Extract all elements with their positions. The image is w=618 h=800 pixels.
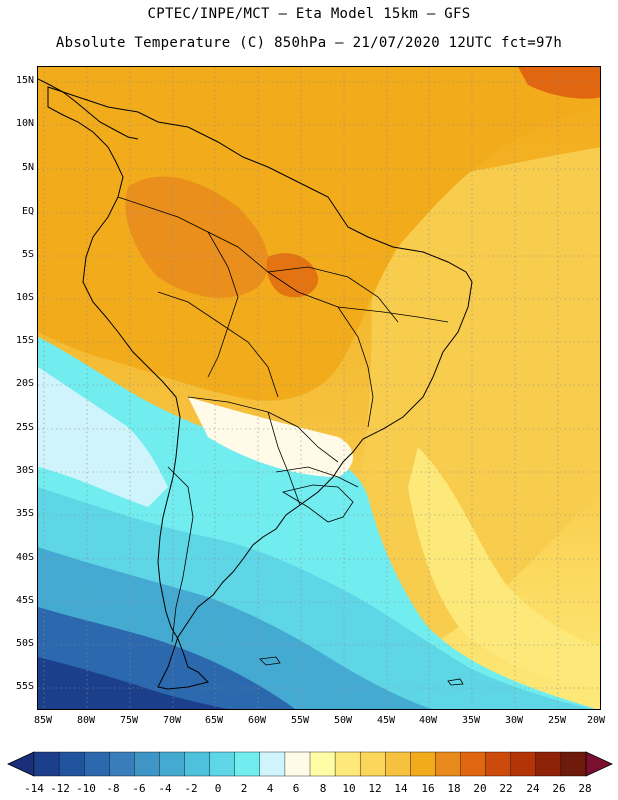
lat-label: 40S (15, 552, 34, 563)
hot-patch-amazon (125, 176, 269, 298)
color-scale-cell (410, 751, 436, 777)
lat-label: 10N (15, 118, 34, 129)
lon-label: 40W (418, 715, 438, 726)
color-scale-label: 20 (473, 782, 487, 795)
color-scale-cell (33, 751, 60, 777)
color-scale-cell (134, 751, 160, 777)
color-scale-label: 4 (266, 782, 274, 795)
color-scale-cell (109, 751, 135, 777)
lat-label: 25S (15, 422, 34, 433)
cream-region (188, 397, 353, 477)
lat-label: 10S (15, 292, 34, 303)
color-scale-label: 10 (342, 782, 356, 795)
lat-label: 5S (21, 249, 34, 260)
color-scale-label: -14 (24, 782, 44, 795)
temperature-map (37, 66, 601, 710)
color-scale-cells (33, 751, 587, 777)
color-scale-label: 14 (394, 782, 408, 795)
pale-band-east (408, 447, 600, 687)
color-scale-label: 22 (499, 782, 513, 795)
color-scale-label: 0 (214, 782, 222, 795)
color-scale-label: 26 (552, 782, 566, 795)
lon-label: 25W (547, 715, 567, 726)
color-scale-cell (259, 751, 286, 777)
lon-label: 45W (376, 715, 396, 726)
color-scale-label: -8 (106, 782, 120, 795)
lon-label: 60W (247, 715, 267, 726)
color-scale-label: 12 (368, 782, 382, 795)
color-scale-cell (535, 751, 562, 777)
color-scale-cell (309, 751, 336, 777)
color-scale-cell (159, 751, 186, 777)
lat-label: 35S (15, 508, 34, 519)
country-borders (117, 196, 449, 643)
color-scale-cell (510, 751, 537, 777)
color-scale-label: 2 (240, 782, 248, 795)
lon-label: 20W (586, 715, 606, 726)
lat-label: 15N (15, 75, 34, 86)
orange-continent (38, 67, 600, 401)
color-scale-label: -10 (76, 782, 96, 795)
color-scale-cell (58, 751, 85, 777)
map-canvas (38, 67, 600, 709)
lon-label: 65W (204, 715, 224, 726)
lat-label: 5N (21, 162, 34, 173)
color-scale-cell (460, 751, 487, 777)
color-scale-label: -4 (158, 782, 172, 795)
color-scale-cell (334, 751, 361, 777)
color-scale-cell (284, 751, 311, 777)
lon-label: 75W (119, 715, 139, 726)
south-america-coastline (47, 86, 473, 690)
south-georgia (447, 678, 464, 686)
color-scale-label: 28 (578, 782, 592, 795)
lat-label: 45S (15, 595, 34, 606)
central-america-coastline (38, 78, 139, 140)
color-scale-label: -12 (50, 782, 70, 795)
color-scale-cell (435, 751, 462, 777)
lat-label: EQ (21, 206, 34, 217)
lon-label: 70W (162, 715, 182, 726)
lat-label: 15S (15, 335, 34, 346)
color-scale-label: 18 (447, 782, 461, 795)
color-scale-label: 8 (319, 782, 327, 795)
color-scale-label: -6 (132, 782, 146, 795)
color-scale-cell (560, 751, 587, 777)
lon-label: 50W (333, 715, 353, 726)
lon-label: 35W (461, 715, 481, 726)
color-scale-cell (234, 751, 261, 777)
title-line-2: Absolute Temperature (C) 850hPa – 21/07/… (55, 35, 563, 51)
hot-patch-central (266, 253, 319, 298)
color-scale-cell (485, 751, 512, 777)
lat-lon-grid (38, 67, 600, 709)
lat-label: 20S (15, 378, 34, 389)
falkland-islands (259, 656, 281, 666)
color-scale-cell (359, 751, 386, 777)
lon-label: 80W (76, 715, 96, 726)
color-scale-label: 6 (292, 782, 300, 795)
lat-label: 50S (15, 638, 34, 649)
yellow-band-east (338, 147, 600, 697)
color-scale-bar (7, 751, 613, 777)
lon-label: 30W (504, 715, 524, 726)
color-scale-label: -2 (184, 782, 198, 795)
color-scale-cell (209, 751, 236, 777)
color-scale-min-arrow (7, 751, 35, 777)
lat-label: 30S (15, 465, 34, 476)
hot-patch-ne (518, 67, 600, 99)
color-scale-label: 16 (421, 782, 435, 795)
lat-label: 55S (15, 681, 34, 692)
color-scale-cell (385, 751, 411, 777)
blue-deepest (38, 657, 229, 709)
color-scale-max-arrow (585, 751, 613, 777)
color-scale-cell (83, 751, 110, 777)
lon-label: 85W (33, 715, 53, 726)
color-scale-cell (184, 751, 211, 777)
color-scale-label: 24 (526, 782, 540, 795)
lon-label: 55W (290, 715, 310, 726)
title-line-1: CPTEC/INPE/MCT – Eta Model 15km – GFS (147, 6, 471, 22)
